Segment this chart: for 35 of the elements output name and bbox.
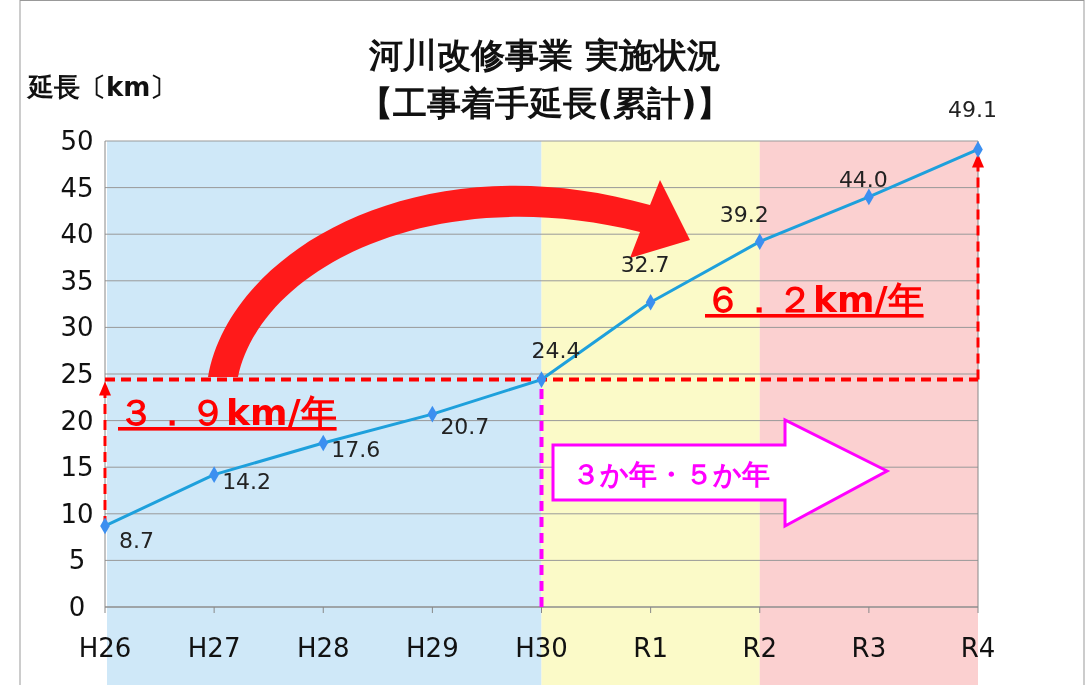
y-axis-title: 延長〔km〕 [26,72,177,102]
x-tick-label: H26 [78,633,132,663]
data-label: 17.6 [331,436,381,462]
y-tick-label: 0 [68,592,86,622]
y-tick-label: 30 [60,312,94,343]
x-tick-label: R1 [633,633,668,663]
x-tick-label: R3 [851,633,887,663]
annotation: ３か年・５か年 [572,458,770,491]
y-tick-label: 35 [60,265,94,296]
y-tick-label: 50 [60,126,94,156]
chart-subtitle: 【工事着手延長(累計)】 [359,83,731,123]
chart-title: 河川改修事業 実施状況 [368,35,721,75]
data-label: 8.7 [119,527,154,553]
y-tick-label: 20 [60,405,94,436]
data-label: 32.7 [620,252,670,278]
y-tick-label: 15 [60,452,94,483]
data-label: 39.2 [719,201,769,227]
y-tick-label: 25 [60,359,94,389]
x-tick-label: R4 [960,633,996,663]
data-label: 49.1 [948,97,997,123]
data-label: 44.0 [838,166,888,192]
data-label: 20.7 [440,414,490,440]
y-tick-label: 5 [68,545,86,576]
x-tick-label: R2 [742,633,778,663]
x-tick-label: H29 [406,633,459,663]
x-tick-label: H27 [187,633,241,663]
annotation: ３．９km/年 [118,392,337,433]
data-label: 24.4 [531,337,581,363]
y-tick-label: 10 [60,498,94,529]
x-tick-label: H30 [515,633,568,663]
x-tick-label: H28 [296,633,350,663]
y-tick-label: 45 [60,172,94,203]
annotation: ６．２km/年 [705,279,924,320]
y-tick-label: 40 [60,219,94,250]
data-label: 14.2 [222,468,272,494]
